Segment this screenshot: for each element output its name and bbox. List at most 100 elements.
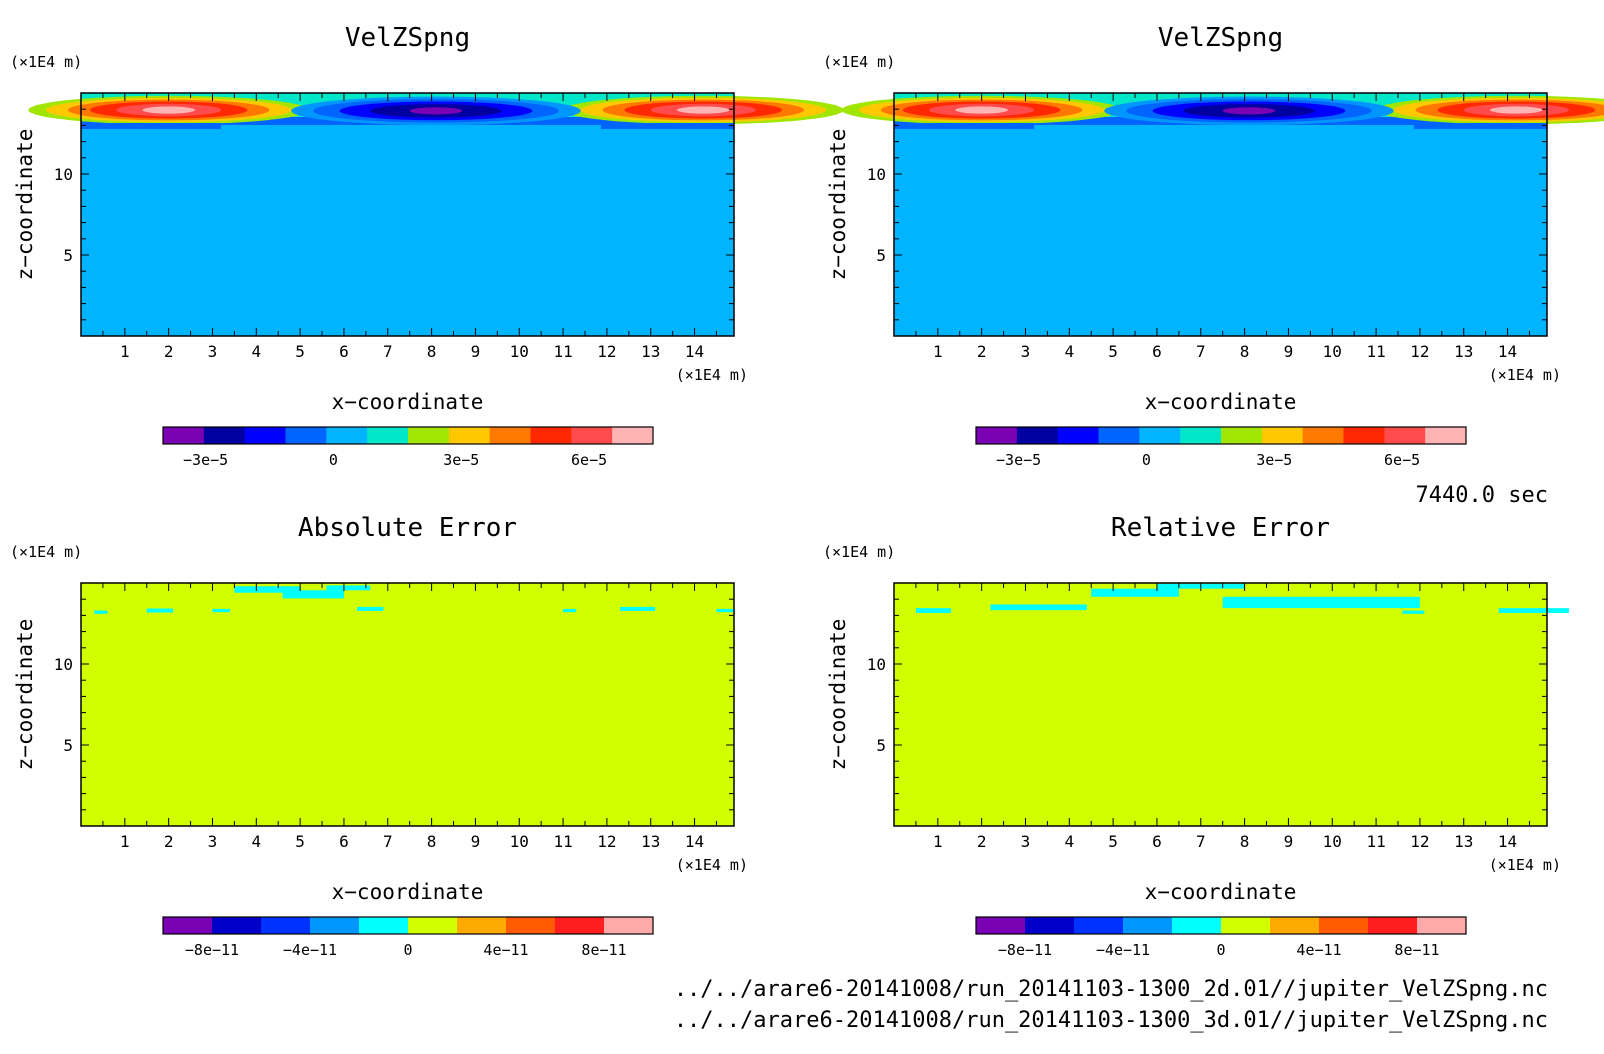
colorbar-swatch — [408, 917, 458, 934]
colorbar-tick-label: 3e−5 — [443, 451, 479, 469]
colorbar-swatch — [604, 917, 654, 934]
y-tick-label: 10 — [867, 655, 886, 674]
x-tick-label: 4 — [251, 342, 261, 361]
colorbar-swatch — [1384, 427, 1426, 444]
x-tick-label: 8 — [1240, 832, 1250, 851]
y-tick-label: 10 — [54, 655, 73, 674]
field-error-patch — [915, 608, 951, 613]
colorbar-tick-label: 0 — [403, 941, 412, 959]
colorbar: −3e−5 0 3e−5 6e−5 — [975, 426, 1467, 469]
x-tick-label: 11 — [553, 832, 572, 851]
colorbar-frame — [975, 426, 1467, 445]
field-background — [81, 583, 734, 826]
field-error-patch — [990, 604, 1087, 611]
panel-1: VelZSpng(×1E4 m)1 2 3 4 5 6 7 8 9 10 11 12 13 14510(×… — [10, 23, 844, 469]
x-tick-label: 13 — [1454, 342, 1473, 361]
colorbar-swatch — [448, 427, 491, 444]
colorbar-swatch — [1261, 427, 1304, 444]
colorbar-swatch — [1016, 427, 1059, 444]
x-tick-label: 5 — [295, 342, 305, 361]
colorbar-swatch — [489, 427, 531, 444]
x-tick-label: 5 — [1108, 832, 1118, 851]
colorbar-tick-label: 8e−11 — [1394, 941, 1439, 959]
field-error-patch — [620, 606, 656, 611]
colorbar-swatch — [1319, 917, 1369, 934]
colorbar-swatch — [1425, 427, 1467, 444]
colorbar-swatch — [571, 427, 613, 444]
x-unit-label: (×1E4 m) — [676, 856, 748, 874]
colorbar-swatch — [1417, 917, 1467, 934]
x-tick-label: 12 — [597, 342, 616, 361]
colorbar-frame — [162, 426, 654, 445]
colorbar-tick-label: −4e−11 — [283, 941, 337, 959]
time-label: 7440.0 sec — [1416, 483, 1548, 508]
colorbar-tick-label: 0 — [1142, 451, 1151, 469]
x-tick-label: 8 — [427, 342, 437, 361]
colorbar-swatch — [285, 427, 327, 444]
x-tick-label: 7 — [383, 832, 393, 851]
field-band — [601, 123, 734, 129]
colorbar-tick-label: −3e−5 — [183, 451, 228, 469]
y-unit-label: (×1E4 m) — [823, 53, 895, 71]
x-tick-label: 1 — [933, 342, 943, 361]
x-tick-label: 7 — [1196, 342, 1206, 361]
x-axis-label: x−coordinate — [1145, 880, 1297, 904]
x-axis-label: x−coordinate — [332, 390, 484, 414]
colorbar-swatch — [261, 917, 311, 934]
field-error-patch — [94, 610, 108, 614]
colorbar-tick-label: −8e−11 — [998, 941, 1052, 959]
colorbar-swatch — [1343, 427, 1385, 444]
x-tick-label: 10 — [1323, 832, 1342, 851]
x-tick-label: 6 — [339, 342, 349, 361]
field-error-patch — [146, 608, 174, 613]
x-tick-label: 3 — [208, 832, 218, 851]
x-tick-label: 13 — [641, 832, 660, 851]
colorbar-swatch — [408, 427, 450, 444]
x-tick-label: 12 — [1410, 342, 1429, 361]
colorbar-tick-label: −8e−11 — [185, 941, 239, 959]
colorbar-swatch — [1139, 427, 1181, 444]
colorbar-tick-label: 4e−11 — [1296, 941, 1341, 959]
x-tick-label: 7 — [383, 342, 393, 361]
x-tick-label: 10 — [510, 832, 529, 851]
x-tick-label: 6 — [339, 832, 349, 851]
x-tick-label: 8 — [427, 832, 437, 851]
colorbar-swatch — [530, 427, 572, 444]
colorbar-tick-label: 6e−5 — [1384, 451, 1420, 469]
field-error-patch — [716, 608, 734, 613]
x-tick-label: 14 — [1498, 832, 1517, 851]
x-tick-label: 8 — [1240, 342, 1250, 361]
x-tick-label: 5 — [1108, 342, 1118, 361]
y-axis-label: z−coordinate — [826, 619, 850, 771]
colorbar-swatch — [367, 427, 409, 444]
x-tick-label: 11 — [553, 342, 572, 361]
colorbar: −3e−5 0 3e−5 6e−5 — [162, 426, 654, 469]
field-error-patch — [326, 585, 371, 591]
x-tick-label: 13 — [1454, 832, 1473, 851]
y-axis-label: z−coordinate — [826, 129, 850, 281]
colorbar-swatch — [1368, 917, 1418, 934]
colorbar-swatch — [1074, 917, 1124, 934]
colorbar-tick-label: 6e−5 — [571, 451, 607, 469]
footer-file-1: ../../arare6-20141008/run_20141103-1300_… — [674, 977, 1548, 1002]
colorbar-swatch — [1172, 917, 1222, 934]
field-error-patch — [282, 590, 344, 599]
field-lobe-positive — [1490, 106, 1543, 114]
field-band — [1414, 123, 1547, 129]
colorbar-swatch — [163, 427, 205, 444]
colorbar-swatch — [326, 427, 368, 444]
x-tick-label: 9 — [1284, 832, 1294, 851]
y-axis-label: z−coordinate — [13, 619, 37, 771]
field-error-patch — [1091, 588, 1179, 597]
field-lobe-negative — [409, 107, 463, 115]
x-tick-label: 11 — [1366, 342, 1385, 361]
colorbar-frame — [162, 916, 654, 935]
colorbar-swatch — [163, 917, 213, 934]
x-tick-label: 4 — [1064, 342, 1074, 361]
plot-frame — [80, 582, 735, 827]
colorbar-swatch — [555, 917, 605, 934]
y-tick-label: 5 — [876, 246, 886, 265]
x-tick-label: 6 — [1152, 832, 1162, 851]
plot-title: VelZSpng — [1158, 23, 1283, 53]
x-unit-label: (×1E4 m) — [1489, 856, 1561, 874]
